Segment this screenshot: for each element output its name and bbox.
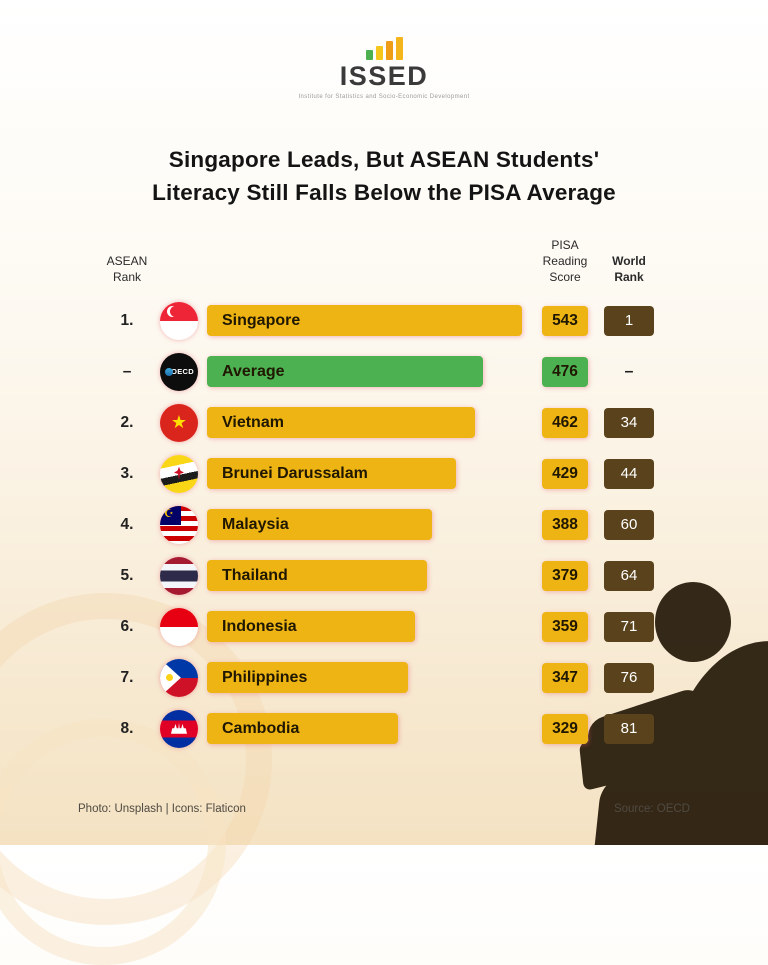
title-line-2: Literacy Still Falls Below the PISA Aver… bbox=[152, 179, 616, 205]
score-bar: Thailand bbox=[207, 560, 427, 592]
score-bar: Malaysia bbox=[207, 509, 432, 541]
score-box: 543 bbox=[542, 305, 588, 336]
table-row: 3. Brunei Darussalam 429 44 bbox=[103, 448, 665, 499]
footer: Photo: Unsplash | Icons: Flaticon Source… bbox=[0, 803, 768, 815]
score-box: 347 bbox=[542, 662, 588, 693]
score-box: 329 bbox=[542, 713, 588, 744]
logo-bars-icon bbox=[0, 36, 768, 60]
score-box: 429 bbox=[542, 458, 588, 489]
logo: ISSED Institute for Statistics and Socio… bbox=[0, 0, 768, 100]
score-bar: Brunei Darussalam bbox=[207, 458, 456, 490]
table-row: 7. Philippines 347 76 bbox=[103, 652, 665, 703]
logo-tagline: Institute for Statistics and Socio-Econo… bbox=[298, 94, 470, 100]
world-rank-badge: 81 bbox=[604, 713, 654, 744]
header-asean-rank: ASEAN Rank bbox=[106, 253, 148, 285]
table-row: – Average 476 – bbox=[103, 346, 665, 397]
world-rank-badge: 71 bbox=[604, 611, 654, 642]
asean-rank-value: 4. bbox=[120, 515, 134, 533]
table-row: 6. Indonesia 359 71 bbox=[103, 601, 665, 652]
infographic-page: { "logo": { "name": "ISSED", "tagline": … bbox=[0, 0, 768, 845]
score-box: 462 bbox=[542, 407, 588, 438]
table-row: 4. Malaysia 388 60 bbox=[103, 499, 665, 550]
asean-rank-value: 7. bbox=[120, 668, 134, 686]
title-line-1: Singapore Leads, But ASEAN Students' bbox=[168, 147, 600, 172]
world-rank-badge: 34 bbox=[604, 407, 654, 438]
score-bar: Average bbox=[207, 356, 483, 388]
asean-rank-value: 2. bbox=[120, 413, 134, 431]
my-flag-icon bbox=[160, 505, 198, 544]
ph-flag-icon bbox=[160, 658, 198, 697]
header-pisa-score: PISA Reading Score bbox=[542, 237, 588, 285]
logo-text: ISSED bbox=[339, 61, 429, 91]
score-box: 476 bbox=[542, 356, 588, 387]
score-box: 379 bbox=[542, 560, 588, 591]
kh-flag-icon bbox=[160, 709, 198, 748]
table-row: 2. Vietnam 462 34 bbox=[103, 397, 665, 448]
asean-rank-value: 8. bbox=[120, 719, 134, 737]
footer-source: Source: OECD bbox=[613, 803, 690, 815]
country-label: Indonesia bbox=[222, 617, 297, 635]
world-rank-badge: 64 bbox=[604, 560, 654, 591]
country-label: Cambodia bbox=[222, 719, 300, 737]
table-header-row: ASEAN Rank PISA Reading Score World Rank bbox=[103, 238, 665, 291]
world-rank-badge: 44 bbox=[604, 458, 654, 489]
asean-rank-value: 5. bbox=[120, 566, 134, 584]
world-rank-badge: 1 bbox=[604, 305, 654, 336]
silhouette-head bbox=[655, 582, 731, 662]
bn-flag-icon bbox=[160, 454, 198, 493]
world-rank-badge: 60 bbox=[604, 509, 654, 540]
vn-flag-icon bbox=[160, 403, 198, 442]
world-rank-badge: 76 bbox=[604, 662, 654, 693]
world-rank-badge: – bbox=[624, 362, 634, 380]
country-label: Malaysia bbox=[222, 515, 289, 533]
score-bar: Singapore bbox=[207, 305, 522, 337]
score-bar: Cambodia bbox=[207, 713, 398, 745]
oecd-flag-icon bbox=[160, 352, 198, 391]
score-bar: Philippines bbox=[207, 662, 408, 694]
country-label: Average bbox=[222, 362, 285, 380]
asean-rank-value: 1. bbox=[120, 311, 134, 329]
header-world-rank: World Rank bbox=[612, 253, 646, 285]
score-box: 388 bbox=[542, 509, 588, 540]
country-label: Vietnam bbox=[222, 413, 284, 431]
score-bar: Indonesia bbox=[207, 611, 415, 643]
ranking-table: ASEAN Rank PISA Reading Score World Rank… bbox=[103, 238, 665, 754]
country-label: Philippines bbox=[222, 668, 308, 686]
score-bar: Vietnam bbox=[207, 407, 475, 439]
asean-rank-value: 3. bbox=[120, 464, 134, 482]
table-row: 5. Thailand 379 64 bbox=[103, 550, 665, 601]
th-flag-icon bbox=[160, 556, 198, 595]
asean-rank-value: 6. bbox=[120, 617, 134, 635]
table-row: 1. Singapore 543 1 bbox=[103, 295, 665, 346]
score-box: 359 bbox=[542, 611, 588, 642]
page-title: Singapore Leads, But ASEAN Students' Lit… bbox=[0, 144, 768, 209]
country-label: Thailand bbox=[222, 566, 288, 584]
footer-credits: Photo: Unsplash | Icons: Flaticon bbox=[78, 803, 246, 815]
asean-rank-value: – bbox=[122, 362, 132, 380]
id-flag-icon bbox=[160, 607, 198, 646]
country-label: Singapore bbox=[222, 311, 301, 329]
sg-flag-icon bbox=[160, 301, 198, 340]
country-label: Brunei Darussalam bbox=[222, 464, 368, 482]
table-row: 8. Cambodia 329 81 bbox=[103, 703, 665, 754]
child-reading-silhouette bbox=[468, 535, 768, 845]
